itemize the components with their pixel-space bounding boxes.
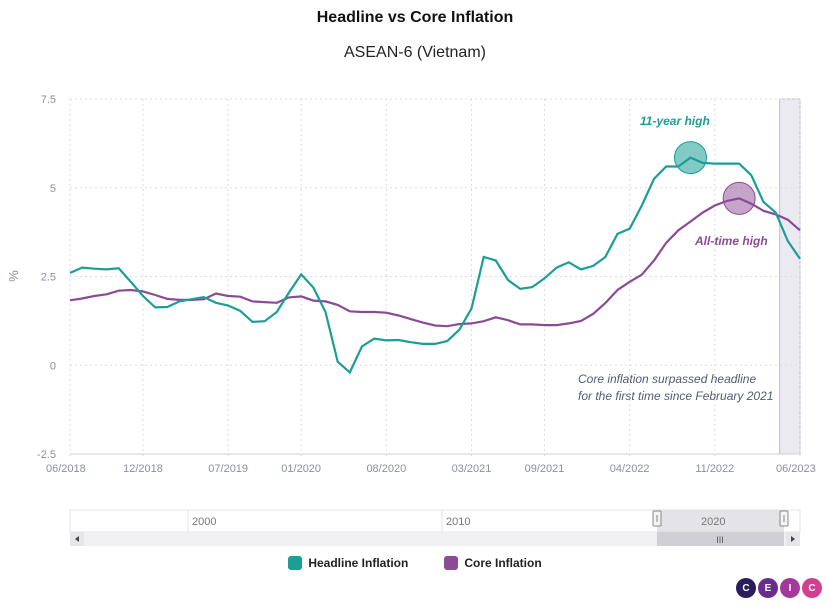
inflation-chart: 7.5 5 2.5 0 -2.5 06/2018 12/2018 07/2019 01/202… [6, 94, 816, 546]
y-tick-label: -2.5 [37, 449, 56, 461]
annotation-all-time-high: All-time high [694, 234, 768, 248]
annotation-11-year-high: 11-year high [640, 114, 710, 128]
legend-swatch-headline [288, 556, 303, 570]
y-axis-label: % [6, 270, 21, 282]
headline-peak-marker [674, 141, 707, 175]
y-tick-label: 2.5 [41, 272, 56, 284]
x-tick-label: 08/2020 [366, 463, 406, 475]
legend-item-headline-inflation[interactable]: Headline Inflation [288, 556, 408, 570]
chart-title: Headline vs Core Inflation [316, 9, 514, 26]
series-line-headline-inflation [69, 156, 801, 375]
navigator-label-2020: 2020 [701, 516, 725, 528]
legend-item-core-inflation[interactable]: Core Inflation [444, 556, 542, 570]
scrollbar-track[interactable] [70, 532, 800, 546]
navigator-label-2010: 2010 [446, 516, 470, 528]
legend-swatch-core [444, 556, 459, 570]
y-tick-label: 5 [50, 183, 56, 195]
x-tick-label: 09/2021 [525, 463, 565, 475]
x-tick-label: 03/2021 [452, 463, 492, 475]
y-axis: 7.5 5 2.5 0 -2.5 [37, 94, 56, 461]
annotation-core-surpassed-1: Core inflation surpassed headline [578, 372, 756, 386]
x-axis: 06/2018 12/2018 07/2019 01/2020 08/2020 03/20… [46, 463, 816, 475]
x-tick-label: 12/2018 [123, 463, 163, 475]
legend-label-headline: Headline Inflation [308, 556, 409, 570]
x-tick-label: 06/2023 [776, 463, 816, 475]
logo-letter-i: I [780, 578, 800, 598]
ceic-logo: C E I C [736, 578, 822, 598]
x-tick-label: 11/2022 [695, 463, 734, 475]
scrollbar-thumb[interactable] [657, 532, 784, 546]
legend-label-core: Core Inflation [464, 556, 542, 570]
y-tick-label: 0 [50, 360, 56, 372]
y-tick-label: 7.5 [41, 94, 56, 106]
scroll-right-arrow-icon [791, 536, 795, 542]
logo-letter-c1: C [736, 578, 756, 598]
x-tick-label: 07/2019 [208, 463, 248, 475]
annotation-core-surpassed-2: for the first time since February 2021 [578, 389, 773, 403]
chart-legend: Headline Inflation Core Inflation [0, 556, 830, 570]
range-navigator[interactable]: 2000 2010 2020 III [69, 509, 801, 546]
x-gridlines [69, 99, 801, 459]
chart-subtitle: ASEAN-6 (Vietnam) [344, 44, 486, 61]
logo-letter-e: E [758, 578, 778, 598]
scrollbar-thumb-grip: III [716, 535, 724, 545]
x-tick-label: 01/2020 [281, 463, 321, 475]
logo-letter-c2: C [802, 578, 822, 598]
navigator-label-2000: 2000 [192, 516, 216, 528]
x-tick-label: 04/2022 [610, 463, 650, 475]
x-tick-label: 06/2018 [46, 463, 86, 475]
navigator-selection[interactable] [657, 510, 784, 532]
series-line-core-inflation [69, 197, 801, 328]
core-peak-marker [722, 181, 756, 215]
scroll-left-arrow-icon [75, 536, 79, 542]
